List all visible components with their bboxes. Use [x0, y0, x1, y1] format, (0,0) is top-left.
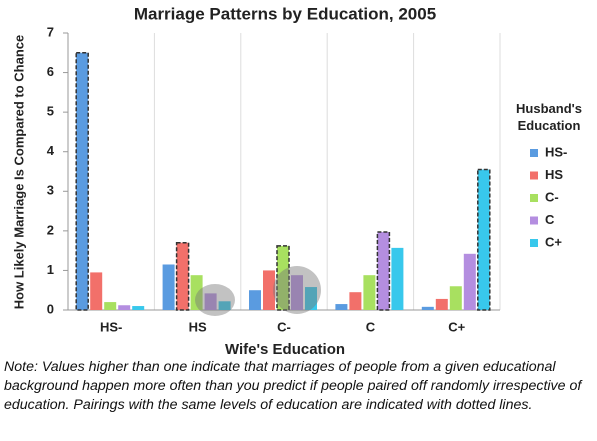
y-tick-label: 6 — [47, 64, 54, 79]
legend-title: Husband's Education — [516, 101, 582, 133]
legend-swatch — [530, 149, 538, 157]
legend-label: HS — [545, 167, 563, 182]
bar — [305, 287, 317, 310]
bar — [132, 306, 145, 310]
bar — [190, 275, 203, 310]
legend-swatch — [530, 171, 538, 180]
bar — [90, 272, 103, 310]
bar — [391, 247, 404, 310]
x-tick-label: C+ — [448, 319, 465, 334]
x-tick-label: HS- — [100, 319, 122, 334]
bar — [249, 290, 261, 310]
legend-label: C+ — [545, 234, 562, 249]
bar — [175, 241, 190, 311]
x-tick-label: C — [366, 319, 376, 334]
x-axis-label: Wife's Education — [225, 341, 345, 358]
x-tick-label: C- — [277, 319, 291, 334]
bar — [449, 286, 462, 310]
bar — [218, 301, 231, 310]
y-axis-label: How Likely Marriage Is Compared to Chanc… — [11, 35, 26, 310]
y-tick-label: 1 — [47, 262, 54, 277]
bar — [376, 231, 391, 311]
legend-label: C — [545, 212, 555, 227]
highlight-circle — [273, 266, 321, 314]
highlight-circle — [195, 284, 235, 316]
legend-swatch — [530, 216, 538, 225]
bar — [421, 306, 434, 310]
y-tick-label: 4 — [47, 143, 55, 158]
bar — [291, 275, 303, 310]
bar — [276, 245, 290, 311]
chart-title: Marriage Patterns by Education, 2005 — [134, 4, 436, 23]
bar — [435, 298, 448, 310]
y-tick-label: 3 — [47, 183, 54, 198]
legend-swatch — [530, 194, 538, 202]
y-tick-label: 7 — [47, 24, 54, 39]
y-tick-label: 5 — [47, 104, 54, 119]
bar — [104, 302, 117, 310]
y-tick-label: 2 — [47, 222, 54, 237]
bar — [162, 264, 175, 310]
x-tick-label: HS — [189, 319, 207, 334]
bar — [335, 304, 348, 310]
legend-label: C- — [545, 189, 559, 204]
bar — [463, 253, 476, 310]
bar — [477, 168, 491, 311]
bar — [349, 292, 362, 310]
bar — [118, 305, 131, 310]
bar — [263, 270, 275, 310]
bar — [363, 275, 376, 310]
note: Note: Values higher than one indicate th… — [4, 359, 582, 413]
bar — [204, 293, 217, 310]
legend-swatch — [530, 239, 538, 247]
legend-label: HS- — [545, 144, 567, 159]
bar — [75, 52, 89, 311]
y-tick-label: 0 — [47, 301, 54, 316]
